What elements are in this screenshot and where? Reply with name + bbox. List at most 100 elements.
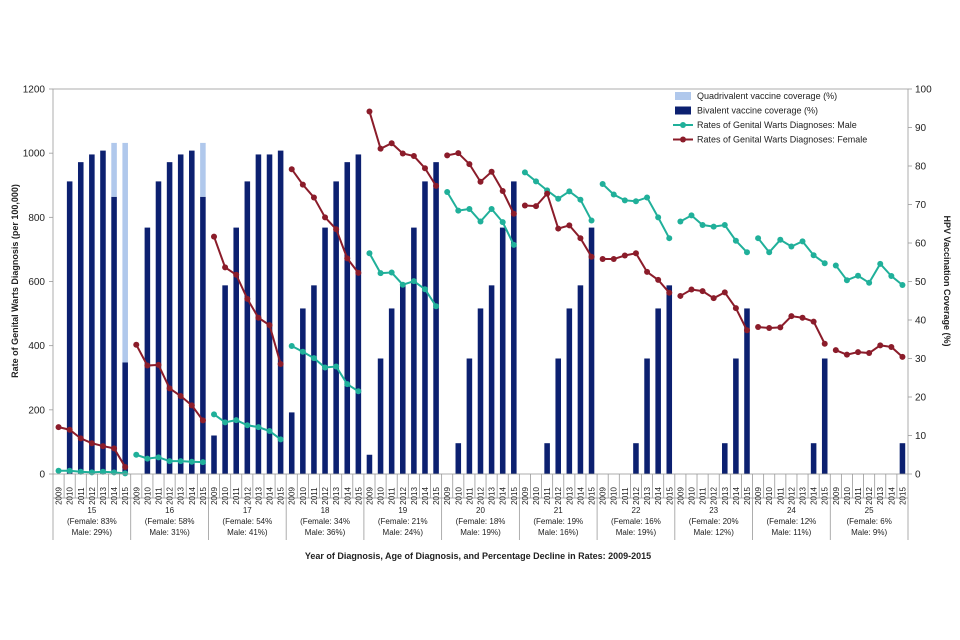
year-tick-label: 2014 xyxy=(266,487,275,505)
year-tick-label: 2012 xyxy=(399,487,408,505)
year-tick-label: 2014 xyxy=(421,487,430,505)
legend[interactable]: Quadrivalent vaccine coverage (%) Bivalen… xyxy=(673,91,867,145)
female-rate-point xyxy=(655,276,662,283)
year-tick-label: 2009 xyxy=(443,487,452,505)
age-group-male-decline: Male: 16%) xyxy=(538,528,579,537)
bivalent-bar xyxy=(488,285,495,474)
female-rate-point xyxy=(644,268,651,275)
female-rate-point xyxy=(832,347,839,354)
male-rate-point xyxy=(211,411,218,418)
right-tick-label: 20 xyxy=(915,393,927,404)
bivalent-bar xyxy=(333,181,339,474)
year-tick-label: 2014 xyxy=(654,487,663,505)
age-group-male-decline: Male: 19%) xyxy=(616,528,657,537)
year-tick-label: 2010 xyxy=(454,487,463,505)
year-tick-label: 2015 xyxy=(665,487,674,505)
year-tick-label: 2011 xyxy=(543,487,552,505)
female-rate-point xyxy=(688,286,695,293)
age-group-female-decline: (Female: 16% xyxy=(611,517,661,526)
bivalent-bar xyxy=(122,362,128,474)
coverage-bars xyxy=(66,142,906,475)
male-rate-point xyxy=(777,236,784,243)
male-rate-point xyxy=(266,428,273,435)
year-tick-label: 2009 xyxy=(365,487,374,505)
male-rate-point xyxy=(155,454,162,461)
year-tick-label: 2015 xyxy=(277,487,286,505)
bivalent-bar xyxy=(255,154,262,474)
bivalent-bar xyxy=(477,308,484,474)
left-tick-label: 800 xyxy=(28,213,45,224)
male-rate-point xyxy=(444,188,451,195)
bivalent-bar xyxy=(821,358,828,474)
age-group-label: 17 xyxy=(243,506,252,515)
male-rate-point xyxy=(399,281,406,288)
male-rate-point xyxy=(799,238,806,245)
male-rate-point xyxy=(533,178,540,185)
legend-male-marker xyxy=(680,122,686,128)
male-rate-point xyxy=(743,249,750,256)
female-rate-point xyxy=(799,314,806,321)
male-rate-point xyxy=(855,272,862,279)
bivalent-bar xyxy=(399,285,406,474)
right-tick-label: 50 xyxy=(915,277,927,288)
age-group-male-decline: Male: 41%) xyxy=(227,528,268,537)
bivalent-bar xyxy=(744,308,750,474)
female-rate-point xyxy=(510,210,517,217)
bivalent-bar xyxy=(144,227,151,474)
bivalent-bar xyxy=(300,308,306,474)
female-rate-point xyxy=(99,443,106,450)
year-tick-label: 2011 xyxy=(310,487,319,505)
age-group-male-decline: Male: 29%) xyxy=(72,528,113,537)
year-tick-label: 2010 xyxy=(377,487,386,505)
female-rate-point xyxy=(88,440,95,447)
year-tick-label: 2012 xyxy=(477,487,486,505)
left-tick-label: 600 xyxy=(28,277,45,288)
bivalent-bar xyxy=(577,285,584,474)
bivalent-bar xyxy=(355,154,362,474)
year-tick-label: 2011 xyxy=(77,487,86,505)
female-rate-point xyxy=(344,255,351,262)
male-rate-point xyxy=(521,169,528,176)
male-rate-point xyxy=(699,222,706,229)
female-rate-point xyxy=(322,214,329,221)
female-rate-point xyxy=(499,188,506,195)
male-rate-point xyxy=(721,222,728,229)
bivalent-bar xyxy=(155,181,162,474)
age-group-male-decline: Male: 31%) xyxy=(149,528,190,537)
bivalent-bar xyxy=(466,358,473,474)
year-tick-label: 2012 xyxy=(554,487,563,505)
year-tick-label: 2011 xyxy=(699,487,708,505)
male-rate-point xyxy=(88,469,95,476)
male-rate-point xyxy=(588,217,595,224)
right-tick-label: 0 xyxy=(915,470,921,481)
year-tick-label: 2013 xyxy=(488,487,497,505)
year-tick-label: 2015 xyxy=(432,487,441,505)
bivalent-bar xyxy=(644,358,650,474)
female-rate-point xyxy=(455,150,462,157)
male-rate-point xyxy=(677,218,684,225)
female-rate-point xyxy=(122,463,129,470)
female-rate-point xyxy=(777,324,784,331)
year-tick-label: 2014 xyxy=(110,487,119,505)
male-rate-point xyxy=(333,363,340,370)
bivalent-bar xyxy=(288,412,295,474)
male-rate-point xyxy=(255,424,262,431)
female-rate-point xyxy=(843,351,850,358)
female-rate-point xyxy=(621,252,628,259)
right-tick-label: 10 xyxy=(915,431,927,442)
female-rate-point xyxy=(632,250,639,257)
year-tick-label: 2012 xyxy=(710,487,719,505)
age-group-label: 15 xyxy=(87,506,96,515)
year-tick-label: 2011 xyxy=(776,487,785,505)
female-rate-point xyxy=(821,340,828,347)
female-rate-point xyxy=(855,349,862,356)
bivalent-bar xyxy=(666,285,673,474)
age-group-female-decline: (Female: 18% xyxy=(456,517,506,526)
female-rate-point xyxy=(288,166,295,173)
year-tick-label: 2015 xyxy=(898,487,907,505)
year-tick-label: 2015 xyxy=(199,487,208,505)
year-tick-label: 2014 xyxy=(499,487,508,505)
left-tick-label: 400 xyxy=(28,341,45,352)
legend-male-label: Rates of Genital Warts Diagnoses: Male xyxy=(697,120,857,130)
